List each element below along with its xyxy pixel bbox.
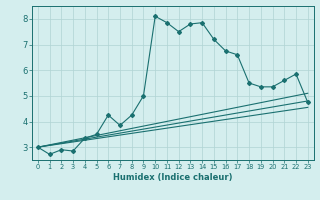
X-axis label: Humidex (Indice chaleur): Humidex (Indice chaleur): [113, 173, 233, 182]
